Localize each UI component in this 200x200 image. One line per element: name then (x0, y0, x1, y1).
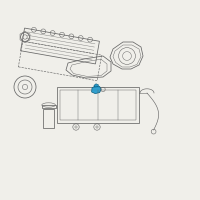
Polygon shape (92, 86, 101, 94)
Polygon shape (94, 84, 98, 87)
